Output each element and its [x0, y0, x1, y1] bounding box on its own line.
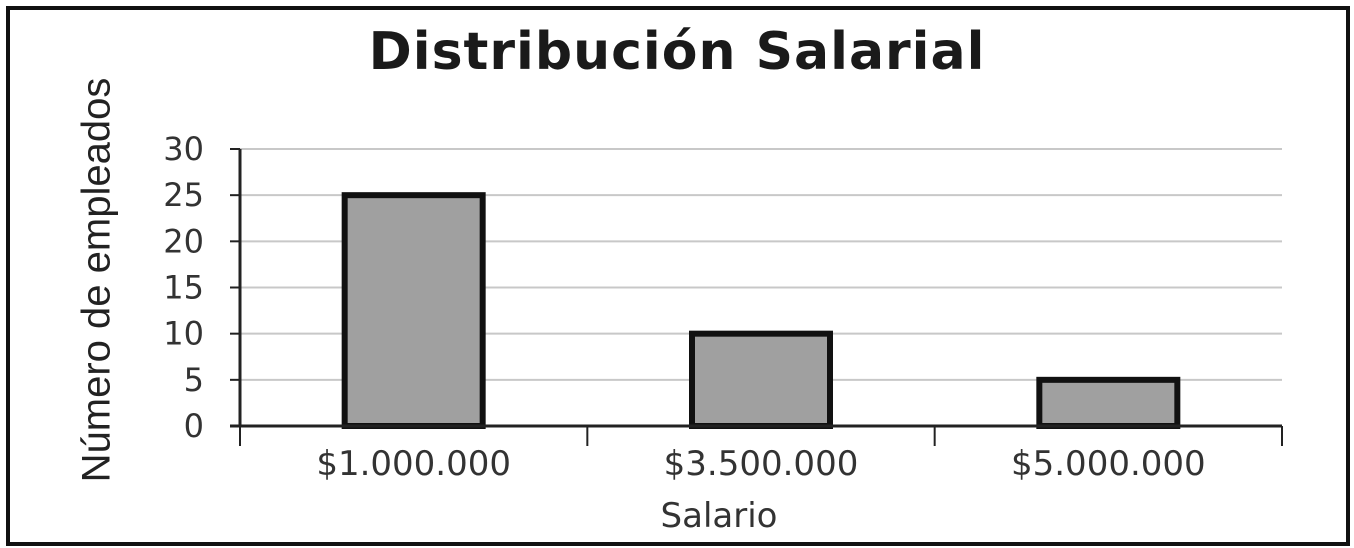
y-tick-label: 5	[184, 361, 204, 399]
y-tick-label: 10	[163, 315, 204, 353]
y-tick-label: 25	[163, 176, 204, 214]
y-tick-label: 30	[163, 130, 204, 168]
chart-frame	[6, 6, 1350, 546]
x-tick-label: $1.000.000	[316, 444, 511, 484]
y-tick-labels: 0 5 10 15 20 25 30	[163, 130, 204, 445]
x-tick-labels: $1.000.000 $3.500.000 $5.000.000	[316, 444, 1205, 484]
x-tick-label: $3.500.000	[664, 444, 859, 484]
bars	[341, 192, 1181, 430]
bar-3	[1036, 376, 1181, 430]
x-axis-label: Salario	[660, 496, 778, 536]
y-tick-label: 20	[163, 222, 204, 260]
bar-2	[689, 330, 833, 429]
y-tick-label: 0	[184, 407, 204, 445]
y-tick-label: 15	[163, 269, 204, 307]
chart-title: Distribución Salarial	[368, 22, 986, 82]
axes	[230, 148, 1283, 446]
x-tick-label: $5.000.000	[1011, 444, 1206, 484]
bar-1	[341, 192, 486, 429]
